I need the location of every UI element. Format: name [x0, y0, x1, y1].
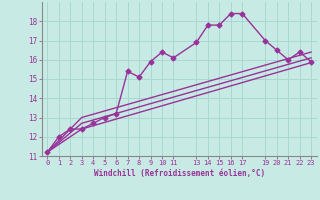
X-axis label: Windchill (Refroidissement éolien,°C): Windchill (Refroidissement éolien,°C) — [94, 169, 265, 178]
